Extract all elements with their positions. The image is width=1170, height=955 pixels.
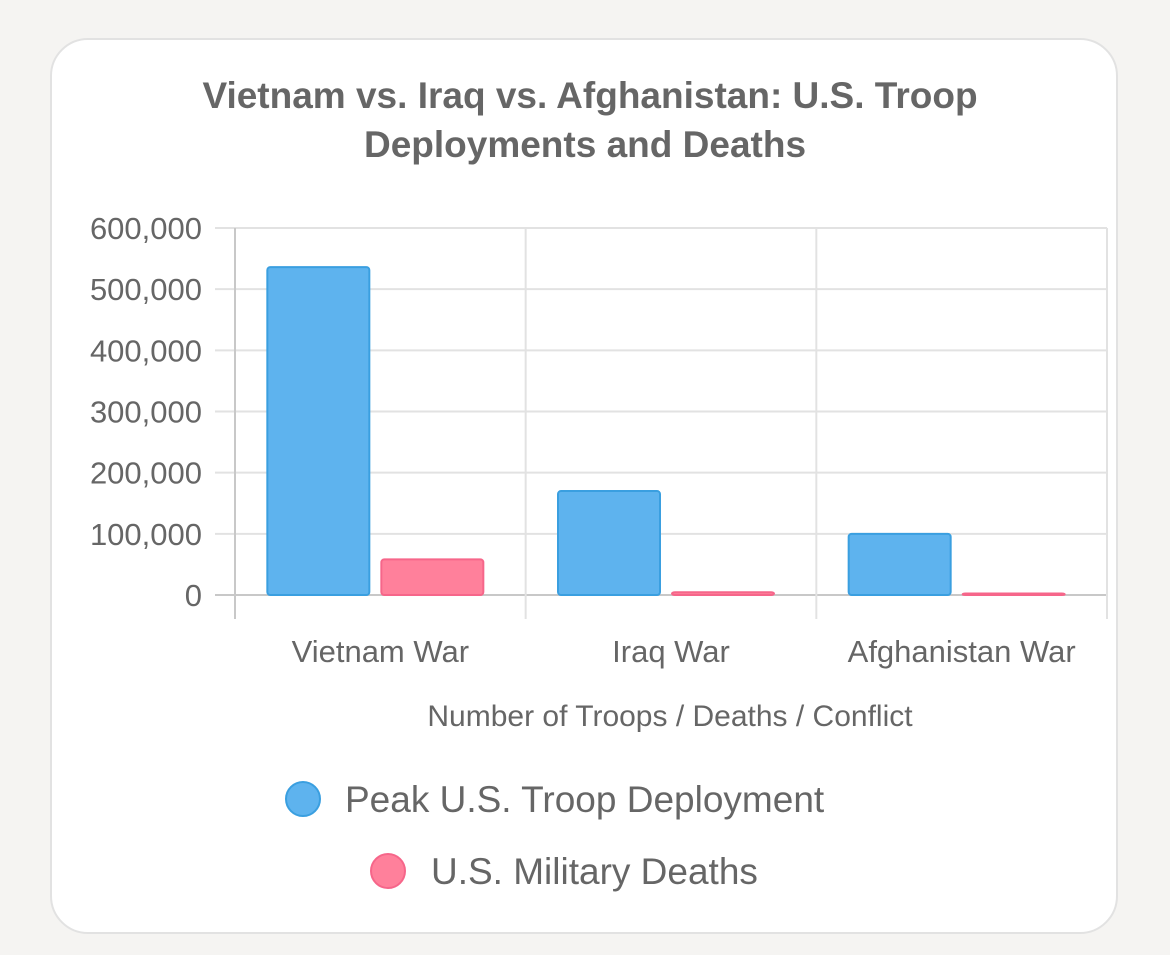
- y-tick-label: 400,000: [90, 333, 202, 368]
- y-tick-label: 0: [185, 578, 202, 613]
- bar-deaths-afghanistan-war[interactable]: [961, 592, 1066, 597]
- bars: [266, 266, 1066, 597]
- bar-troops-iraq-war[interactable]: [557, 490, 661, 596]
- x-tick-label: Iraq War: [612, 634, 730, 669]
- y-axis-ticks: 0 100,000 200,000 300,000 400,000 500,000 600,…: [90, 211, 202, 613]
- legend-label: U.S. Military Deaths: [431, 851, 758, 892]
- y-tick-label: 500,000: [90, 272, 202, 307]
- y-tick-label: 300,000: [90, 395, 202, 430]
- legend-label: Peak U.S. Troop Deployment: [345, 779, 825, 820]
- legend[interactable]: Peak U.S. Troop Deployment U.S. Military …: [285, 779, 825, 892]
- chart-title-line-1: Vietnam vs. Iraq vs. Afghanistan: U.S. T…: [202, 75, 977, 116]
- x-tick-label: Afghanistan War: [848, 634, 1076, 669]
- x-tick-label: Vietnam War: [292, 634, 469, 669]
- x-axis-ticks: Vietnam War Iraq War Afghanistan War: [292, 634, 1076, 669]
- y-tick-label: 600,000: [90, 211, 202, 246]
- bar-deaths-iraq-war[interactable]: [671, 591, 775, 597]
- y-tick-label: 100,000: [90, 517, 202, 552]
- bar-troops-vietnam-war[interactable]: [266, 266, 371, 596]
- bar-troops-afghanistan-war[interactable]: [847, 532, 952, 596]
- y-tick-label: 200,000: [90, 456, 202, 491]
- chart-title-line-2: Deployments and Deaths: [364, 124, 806, 165]
- chart-card: [50, 38, 1118, 934]
- legend-item[interactable]: Peak U.S. Troop Deployment: [285, 779, 825, 820]
- bar-deaths-vietnam-war[interactable]: [380, 558, 485, 597]
- x-axis-title: Number of Troops / Deaths / Conflict: [427, 700, 913, 733]
- legend-swatch: [370, 853, 406, 889]
- legend-item[interactable]: U.S. Military Deaths: [370, 851, 758, 892]
- chart-title: Vietnam vs. Iraq vs. Afghanistan: U.S. T…: [202, 75, 977, 165]
- legend-swatch: [285, 781, 321, 817]
